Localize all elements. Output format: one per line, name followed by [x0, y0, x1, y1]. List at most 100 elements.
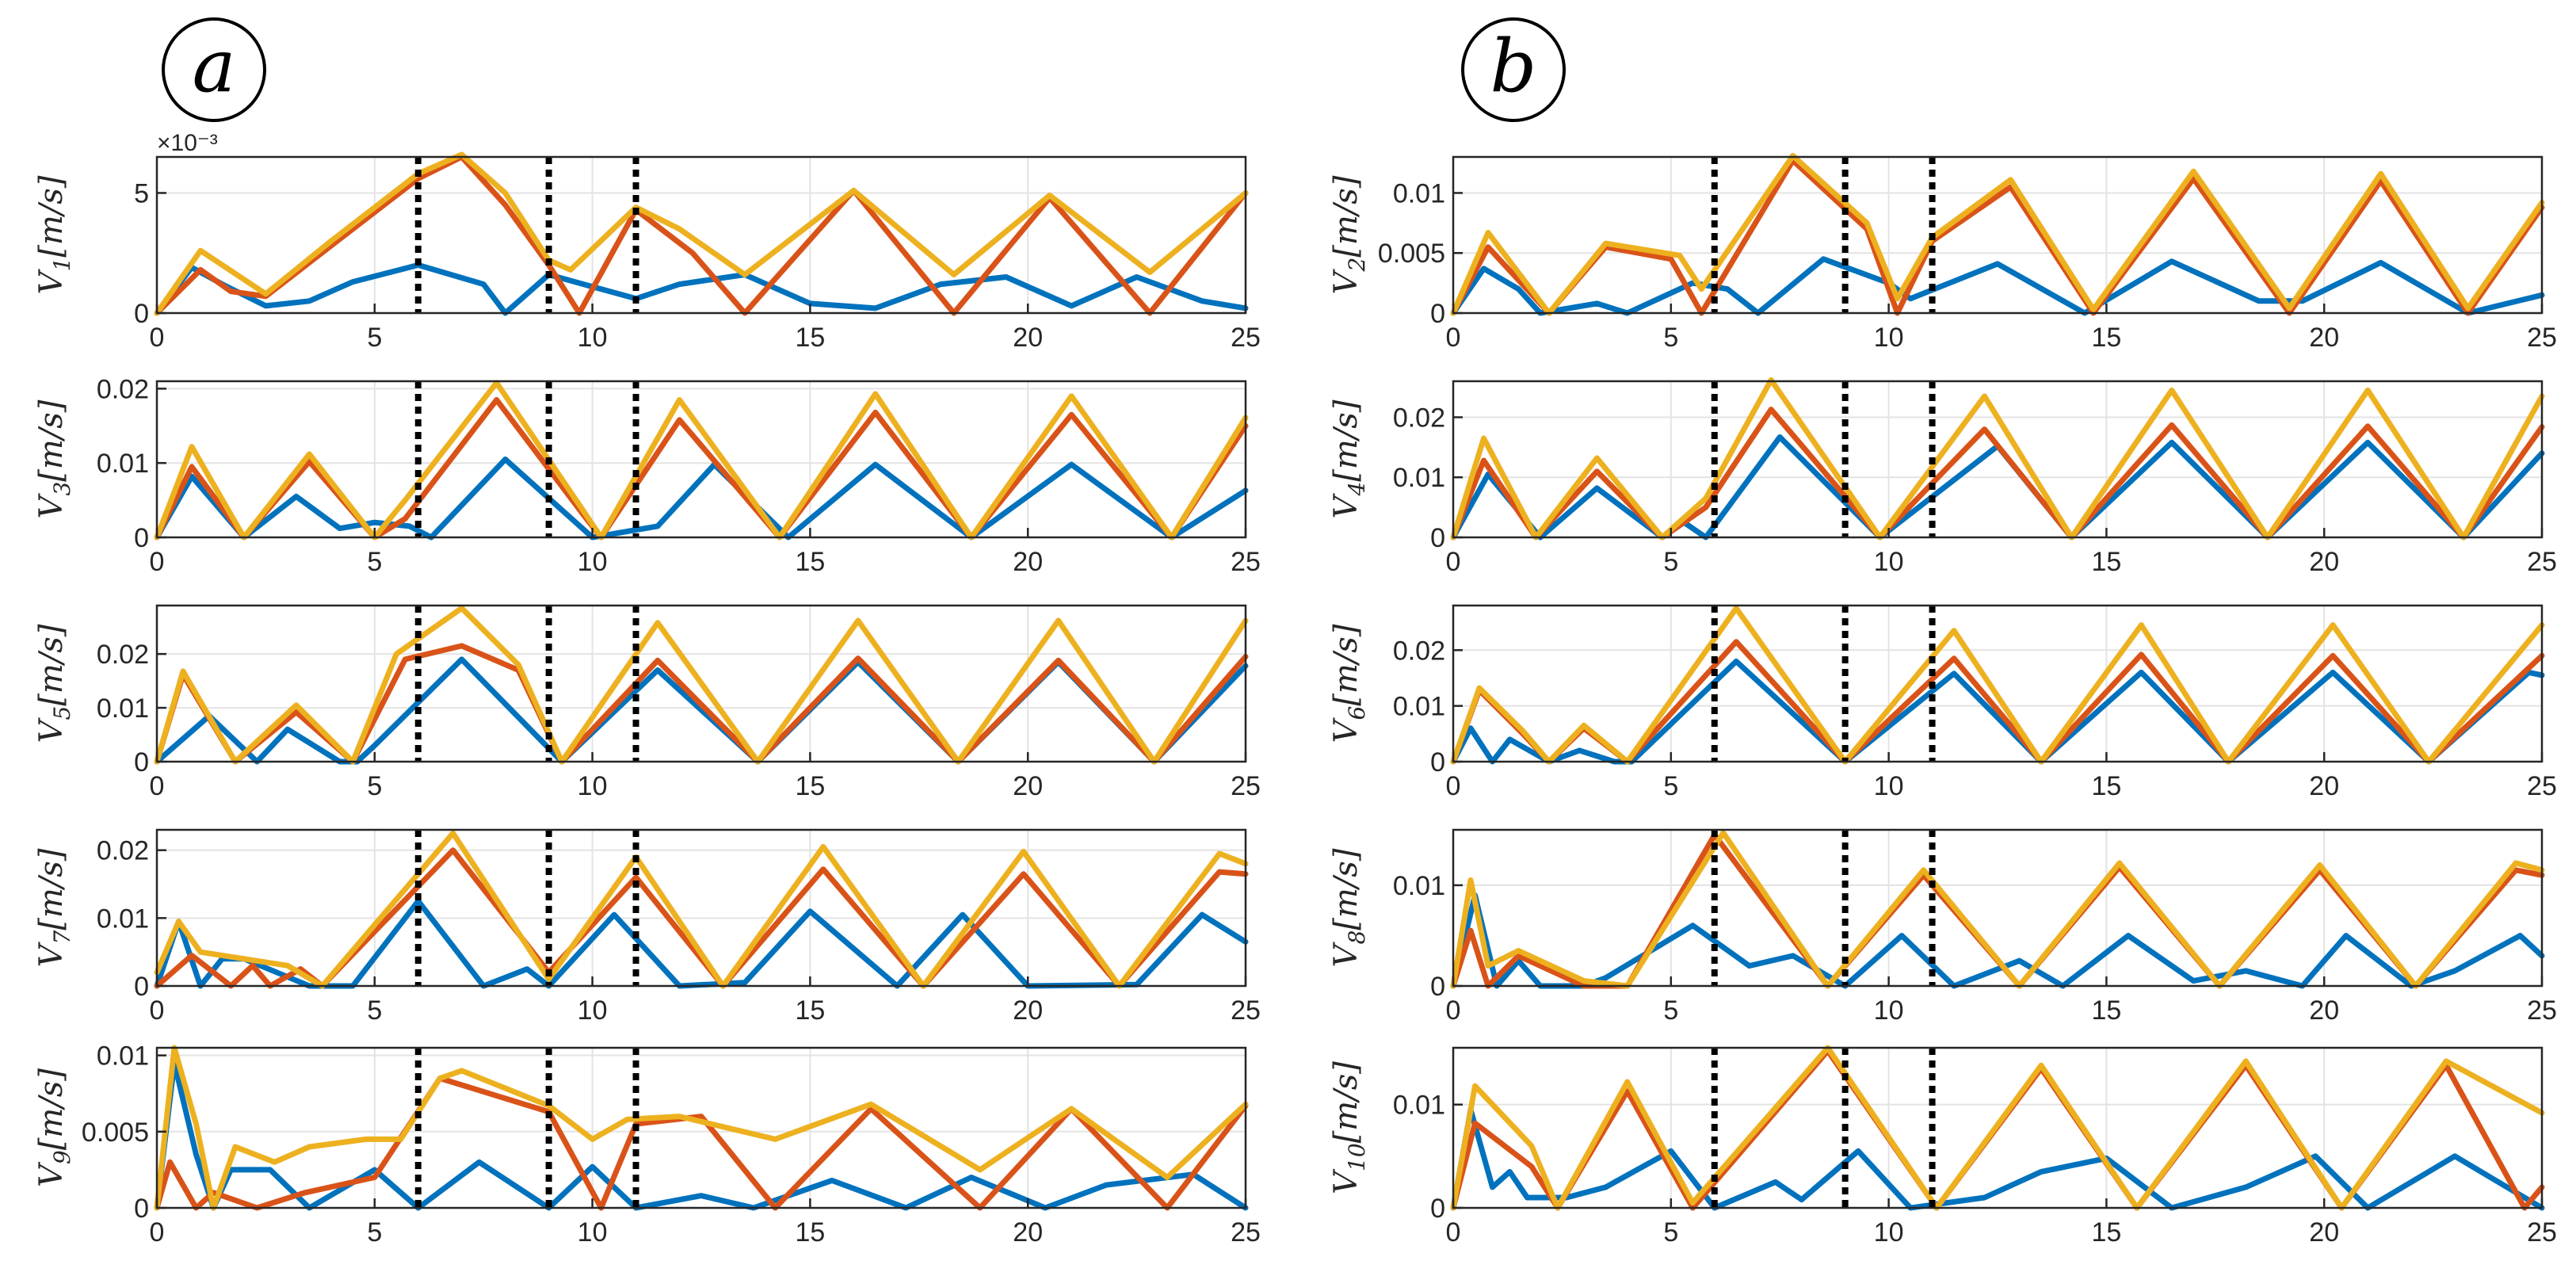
v5-ylabel: V5[m/s] [33, 624, 75, 743]
v8-xtick-label-0: 0 [1446, 995, 1461, 1026]
v10-ytick-label-1: 0.01 [1393, 1091, 1445, 1121]
v6-xtick-label-0: 0 [1446, 771, 1461, 801]
v2-xtick-label-3: 15 [2091, 323, 2121, 353]
v6-xtick-label-1: 5 [1663, 771, 1678, 801]
v2-ytick-label-2: 0.01 [1393, 178, 1445, 208]
panel-label-b-text: b [1490, 24, 1537, 109]
v5-xtick-label-4: 20 [1013, 771, 1043, 801]
v3-xtick-label-2: 10 [578, 547, 608, 577]
subplot-v6: 0 5 10 15 20 25 0 0.01 0.02 V6[m/s] [1328, 606, 2557, 801]
v4-xtick-label-3: 15 [2091, 547, 2121, 577]
v4-ytick-label-2: 0.02 [1393, 403, 1445, 433]
v7-xtick-label-1: 5 [367, 995, 382, 1026]
subplot-v1: 0 5 10 15 20 25 0 5 ×10⁻³ V1[m/s] [33, 130, 1261, 353]
v4-xtick-label-4: 20 [2309, 547, 2339, 577]
v3-ytick-label-1: 0.01 [97, 449, 149, 479]
v9-xtick-label-2: 10 [578, 1217, 608, 1248]
v6-ytick-label-2: 0.02 [1393, 636, 1445, 666]
v2-xtick-label-2: 10 [1874, 323, 1904, 353]
v9-xtick-label-5: 25 [1231, 1217, 1261, 1248]
v10-xtick-label-4: 20 [2309, 1217, 2339, 1248]
v2-ytick-label-0: 0 [1430, 299, 1445, 329]
v4-ytick-label-1: 0.01 [1393, 463, 1445, 493]
v10-xtick-label-0: 0 [1446, 1217, 1461, 1248]
v5-xtick-label-0: 0 [150, 771, 165, 801]
v1-ytick-label-0: 0 [134, 299, 149, 329]
v10-ylabel: V10[m/s] [1328, 1061, 1370, 1194]
v8-ytick-label-0: 0 [1430, 972, 1445, 1002]
v4-xtick-label-0: 0 [1446, 547, 1461, 577]
subplot-v3: 0 5 10 15 20 25 0 0.01 0.02 V3[m/s] [33, 374, 1261, 577]
v2-ylabel: V2[m/s] [1328, 175, 1370, 294]
v10-ytick-label-0: 0 [1430, 1194, 1445, 1224]
v10-xtick-label-1: 5 [1663, 1217, 1678, 1248]
v7-xtick-label-3: 15 [795, 995, 825, 1026]
v8-xtick-label-5: 25 [2527, 995, 2557, 1026]
v8-xtick-label-2: 10 [1874, 995, 1904, 1026]
v4-xtick-label-1: 5 [1663, 547, 1678, 577]
v2-xtick-label-5: 25 [2527, 323, 2557, 353]
subplot-v9: 0 5 10 15 20 25 0 0.005 0.01 V9[m/s] [33, 1041, 1261, 1248]
v9-xtick-label-0: 0 [150, 1217, 165, 1248]
v1-xtick-label-1: 5 [367, 323, 382, 353]
v5-xtick-label-1: 5 [367, 771, 382, 801]
v9-ylabel: V9[m/s] [33, 1068, 75, 1187]
v7-ylabel: V7[m/s] [33, 848, 75, 967]
subplot-v8: 0 5 10 15 20 25 0 0.01 V8[m/s] [1328, 830, 2557, 1026]
v3-xtick-label-5: 25 [1231, 547, 1261, 577]
v1-xtick-label-0: 0 [150, 323, 165, 353]
v9-xtick-label-3: 15 [795, 1217, 825, 1248]
v2-ytick-label-1: 0.005 [1378, 239, 1445, 269]
panel-label-a-text: a [193, 24, 236, 109]
v6-xtick-label-4: 20 [2309, 771, 2339, 801]
v10-xtick-label-3: 15 [2091, 1217, 2121, 1248]
v7-xtick-label-0: 0 [150, 995, 165, 1026]
v7-ytick-label-0: 0 [134, 972, 149, 1002]
v10-xtick-label-2: 10 [1874, 1217, 1904, 1248]
subplot-v2: 0 5 10 15 20 25 0 0.005 0.01 V2[m/s] [1328, 156, 2557, 353]
v1-xtick-label-2: 10 [578, 323, 608, 353]
v8-xtick-label-3: 15 [2091, 995, 2121, 1026]
v3-xtick-label-0: 0 [150, 547, 165, 577]
v3-ytick-label-2: 0.02 [97, 374, 149, 404]
subplot-v4: 0 5 10 15 20 25 0 0.01 0.02 V4[m/s] [1328, 380, 2557, 578]
v8-ytick-label-1: 0.01 [1393, 871, 1445, 901]
v5-ytick-label-0: 0 [134, 747, 149, 778]
v3-xtick-label-4: 20 [1013, 547, 1043, 577]
v9-ytick-label-2: 0.01 [97, 1041, 149, 1072]
v6-ytick-label-1: 0.01 [1393, 692, 1445, 722]
v6-plot-area [1453, 606, 2542, 762]
v2-xtick-label-4: 20 [2309, 323, 2339, 353]
v4-xtick-label-5: 25 [2527, 547, 2557, 577]
v5-xtick-label-3: 15 [795, 771, 825, 801]
v3-ytick-label-0: 0 [134, 523, 149, 553]
v2-xtick-label-1: 5 [1663, 323, 1678, 353]
v9-ytick-label-1: 0.005 [82, 1118, 149, 1148]
v6-xtick-label-3: 15 [2091, 771, 2121, 801]
v5-xtick-label-2: 10 [578, 771, 608, 801]
v2-xtick-label-0: 0 [1446, 323, 1461, 353]
v7-ytick-label-2: 0.02 [97, 836, 149, 866]
v5-xtick-label-5: 25 [1231, 771, 1261, 801]
subplot-v10: 0 5 10 15 20 25 0 0.01 V10[m/s] [1328, 1048, 2557, 1248]
v10-xtick-label-5: 25 [2527, 1217, 2557, 1248]
v7-xtick-label-4: 20 [1013, 995, 1043, 1026]
v9-xtick-label-4: 20 [1013, 1217, 1043, 1248]
v6-xtick-label-5: 25 [2527, 771, 2557, 801]
v1-xtick-label-3: 15 [795, 323, 825, 353]
v6-ytick-label-0: 0 [1430, 747, 1445, 778]
v1-ylabel: V1[m/s] [33, 175, 75, 294]
subplot-v7: 0 5 10 15 20 2500.010.02V7[m/s] [33, 830, 1261, 1026]
v3-xtick-label-3: 15 [795, 547, 825, 577]
v9-ytick-label-0: 0 [134, 1194, 149, 1224]
v5-ytick-label-2: 0.02 [97, 640, 149, 670]
v8-xtick-label-4: 20 [2309, 995, 2339, 1026]
subplots: 0 5 10 15 20 25 0 5 ×10⁻³ V1[m/s] 0 5 10 15 20 25 0 0.005… [33, 130, 2557, 1248]
v6-xtick-label-2: 10 [1874, 771, 1904, 801]
v7-ytick-label-1: 0.01 [97, 904, 149, 934]
v1-exponent-label: ×10⁻³ [157, 130, 218, 156]
panel-label-b: b [1463, 19, 1564, 120]
v1-xtick-label-5: 25 [1231, 323, 1261, 353]
v9-plot-area [157, 1048, 1246, 1208]
subplot-v5: 0 5 10 15 20 25 0 0.01 0.02 V5[m/s] [33, 606, 1261, 801]
